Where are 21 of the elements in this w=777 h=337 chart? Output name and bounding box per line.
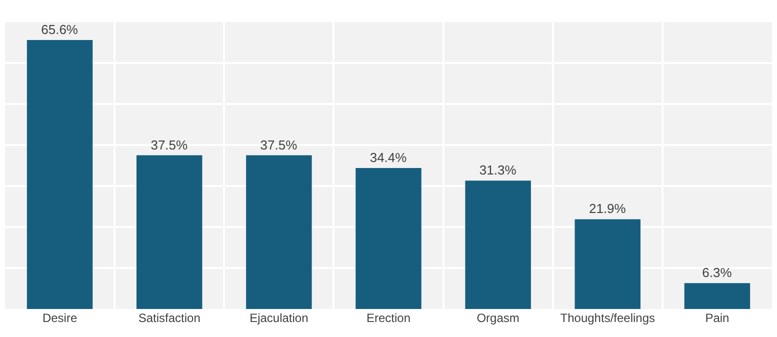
bar [136, 155, 202, 309]
x-tick-label: Ejaculation [250, 311, 308, 325]
data-label: 21.9% [588, 201, 626, 216]
x-tick-label: Desire [42, 311, 78, 325]
bar [246, 155, 312, 309]
x-tick-label: Erection [366, 311, 411, 325]
x-tick-label: Orgasm [476, 311, 520, 325]
bar [465, 180, 531, 309]
bar [574, 219, 641, 309]
bar [684, 283, 750, 309]
x-tick-label: Pain [705, 311, 730, 325]
data-label: 31.3% [479, 162, 517, 178]
data-label: 65.6% [41, 22, 78, 38]
data-label: 37.5% [150, 137, 188, 152]
bar [26, 40, 93, 309]
data-label: 6.3% [702, 265, 732, 280]
x-tick-label: Satisfaction [138, 311, 200, 325]
data-label: 37.5% [260, 137, 298, 152]
x-tick-label: Thoughts/feelings [560, 311, 656, 325]
bar [356, 168, 422, 309]
data-label: 34.4% [370, 150, 408, 165]
